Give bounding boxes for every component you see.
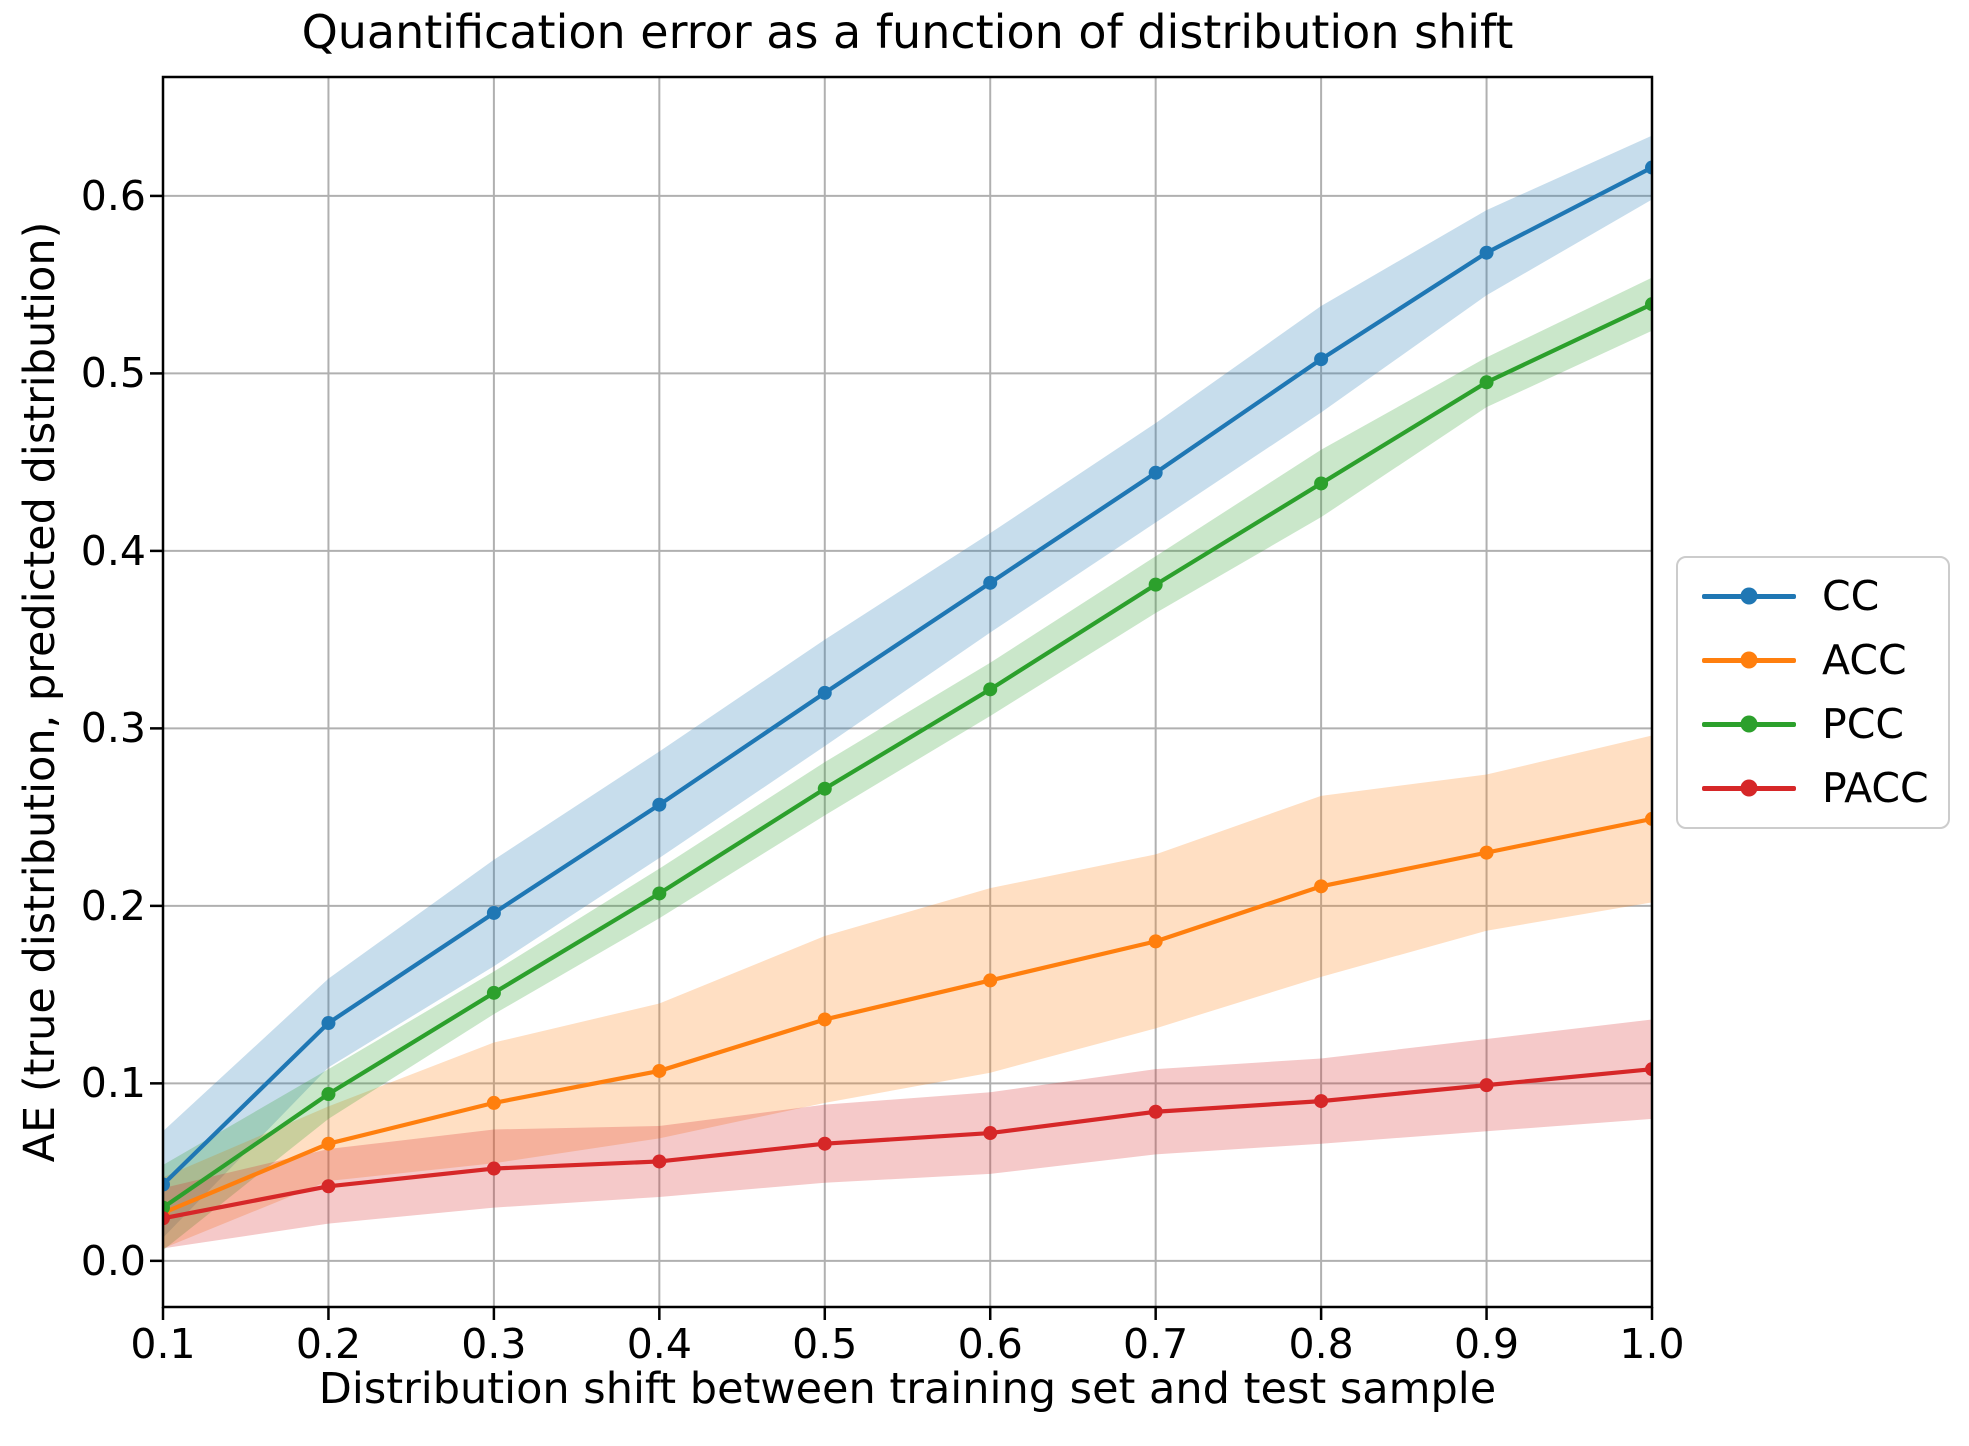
band-acc <box>163 735 1652 1249</box>
marker-cc <box>1479 245 1494 260</box>
marker-acc <box>1479 845 1494 860</box>
marker-pacc <box>321 1179 336 1194</box>
marker-pcc <box>1314 476 1329 491</box>
marker-cc <box>321 1016 336 1031</box>
y-tick-label: 0.2 <box>80 881 146 930</box>
legend-label: ACC <box>1822 635 1907 684</box>
marker-cc <box>652 797 667 812</box>
x-tick-label: 0.5 <box>792 1320 858 1368</box>
marker-acc <box>652 1063 667 1078</box>
marker-acc <box>321 1136 336 1151</box>
legend-label: PACC <box>1822 763 1929 812</box>
marker-acc <box>486 1095 501 1110</box>
legend-item-pcc: PCC <box>1702 692 1948 756</box>
legend-item-cc: CC <box>1702 564 1948 628</box>
marker-pcc <box>983 682 998 697</box>
band-pacc <box>163 1019 1652 1249</box>
marker-acc <box>1314 879 1329 894</box>
legend: CC ACC PCC PACC <box>1676 556 1950 829</box>
marker-cc <box>1314 352 1329 367</box>
marker-acc <box>983 973 998 988</box>
y-tick-label: 0.4 <box>80 526 146 575</box>
plot-spines <box>161 75 1654 1309</box>
y-tick-label: 0.6 <box>80 171 146 220</box>
marker-acc <box>1645 811 1652 826</box>
marker-cc <box>1148 465 1163 480</box>
marker-acc <box>1148 934 1163 949</box>
x-tick-label: 1.0 <box>1619 1320 1685 1368</box>
legend-marker-icon <box>1740 651 1758 669</box>
marker-pacc <box>1645 1062 1652 1077</box>
marker-pcc <box>652 886 667 901</box>
x-tick-label: 0.7 <box>1123 1320 1189 1368</box>
y-tick-label: 0.5 <box>80 349 146 398</box>
x-tick-label: 0.9 <box>1453 1320 1520 1368</box>
legend-marker-icon <box>1740 715 1758 733</box>
legend-label: CC <box>1822 571 1880 620</box>
x-tick-label: 0.2 <box>295 1320 362 1368</box>
marker-pcc <box>1645 297 1652 312</box>
legend-line-icon <box>1702 587 1796 605</box>
marker-pacc <box>817 1136 832 1151</box>
marker-pacc <box>486 1161 501 1176</box>
line-pacc <box>163 1067 1652 1221</box>
legend-label: PCC <box>1822 699 1904 748</box>
legend-line-icon <box>1702 779 1796 797</box>
y-tick-label: 0.3 <box>80 704 146 753</box>
chart-title: Quantification error as a function of di… <box>301 5 1514 59</box>
x-axis-label: Distribution shift between training set … <box>318 1364 1497 1414</box>
legend-item-pacc: PACC <box>1702 756 1948 820</box>
line-pcc <box>163 302 1652 1210</box>
y-tick-label: 0.0 <box>80 1236 146 1285</box>
legend-item-acc: ACC <box>1702 628 1948 692</box>
marker-pacc <box>983 1126 998 1141</box>
legend-marker-icon <box>1740 587 1758 605</box>
marker-cc <box>163 1177 170 1192</box>
legend-line-icon <box>1702 715 1796 733</box>
marker-pcc <box>1479 375 1494 390</box>
legend-marker-icon <box>1740 779 1758 797</box>
confidence-bands <box>163 135 1652 1251</box>
tick-marks <box>150 194 1654 1320</box>
line-acc <box>163 816 1652 1215</box>
marker-cc <box>486 905 501 920</box>
legend-line-icon <box>1702 651 1796 669</box>
line-cc <box>163 165 1652 1187</box>
marker-pcc <box>817 781 832 796</box>
data-lines <box>163 160 1652 1226</box>
marker-pacc <box>1148 1104 1163 1119</box>
marker-pcc <box>163 1200 170 1215</box>
marker-pcc <box>486 985 501 1000</box>
marker-pcc <box>321 1087 336 1102</box>
marker-pacc <box>163 1211 170 1226</box>
marker-pacc <box>652 1154 667 1169</box>
band-cc <box>163 135 1652 1238</box>
band-pcc <box>163 277 1652 1251</box>
x-tick-label: 0.3 <box>461 1320 527 1368</box>
x-tick-label: 0.6 <box>957 1320 1023 1368</box>
marker-pcc <box>1148 577 1163 592</box>
marker-cc <box>983 575 998 590</box>
marker-acc <box>817 1012 832 1027</box>
x-tick-label: 0.1 <box>130 1320 196 1368</box>
x-tick-label: 0.4 <box>626 1320 692 1368</box>
marker-cc <box>817 685 832 700</box>
marker-pacc <box>1314 1094 1329 1109</box>
marker-cc <box>1645 160 1652 175</box>
x-tick-label: 0.8 <box>1288 1320 1354 1368</box>
y-tick-label: 0.1 <box>80 1059 146 1108</box>
marker-pacc <box>1479 1078 1494 1093</box>
